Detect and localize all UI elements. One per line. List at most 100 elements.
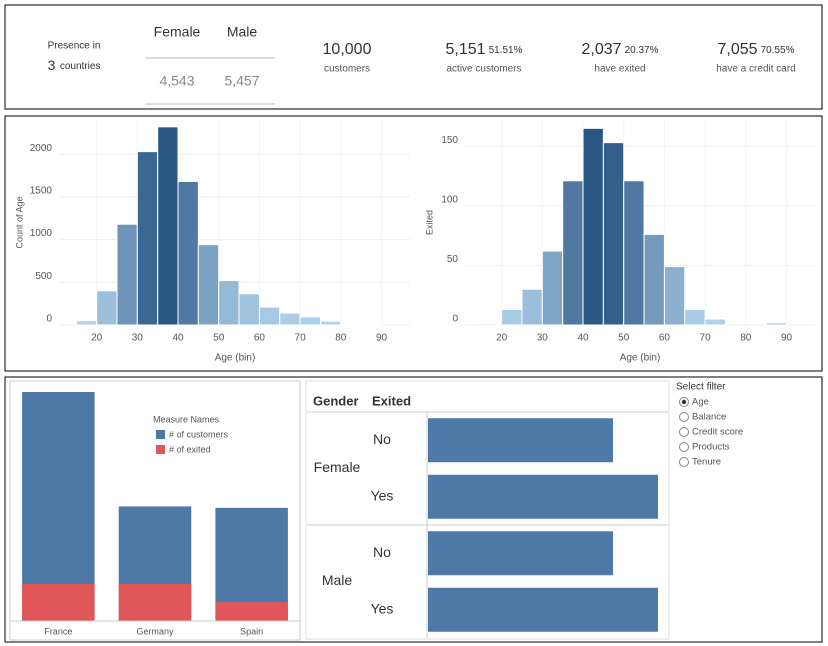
kpi-number: 5,151 xyxy=(446,41,486,58)
histogram-bar xyxy=(684,309,706,326)
histogram-bar xyxy=(602,142,625,326)
x-tick-label: 70 xyxy=(700,333,712,344)
histogram-bar xyxy=(218,280,240,326)
x-tick-label: 40 xyxy=(577,333,589,344)
histogram-bar xyxy=(116,223,138,326)
x-tick-label: 80 xyxy=(740,333,752,344)
radio-button[interactable] xyxy=(679,427,689,437)
radio-label[interactable]: Age xyxy=(692,397,709,408)
y-tick-label: 500 xyxy=(35,271,52,282)
legend-label: # of customers xyxy=(169,429,229,439)
countries-label: countries xyxy=(60,61,101,72)
group-label: Female xyxy=(314,459,361,475)
kpi-number: 7,055 xyxy=(718,41,758,58)
bar xyxy=(22,584,95,621)
bar xyxy=(428,531,613,576)
radio-button[interactable] xyxy=(679,442,689,452)
category-label: Yes xyxy=(371,487,394,503)
kpi-percent: 20.37% xyxy=(625,45,659,56)
kpi-label: active customers xyxy=(446,64,521,75)
histogram-bar xyxy=(704,318,726,326)
histogram-bar xyxy=(197,244,220,326)
histogram-bar xyxy=(340,323,362,326)
histogram-bar xyxy=(765,322,788,326)
x-tick-label: 40 xyxy=(172,333,184,344)
kpi-number: 10,000 xyxy=(323,41,372,58)
y-tick-label: 1000 xyxy=(30,228,53,239)
histogram-bar xyxy=(663,266,686,326)
y-tick-label: 0 xyxy=(452,314,458,325)
histogram-bar xyxy=(96,290,118,326)
radio-label[interactable]: Products xyxy=(692,442,730,453)
bar xyxy=(118,583,192,621)
x-tick-label: 30 xyxy=(132,333,144,344)
bar xyxy=(215,602,288,621)
x-tick-label: 80 xyxy=(335,333,347,344)
gender-column: Female xyxy=(154,24,201,40)
row-header: Gender xyxy=(313,393,359,408)
histogram-bar xyxy=(136,151,159,326)
filter-title: Select filter xyxy=(676,382,726,393)
bar xyxy=(428,587,658,632)
radio-label[interactable]: Tenure xyxy=(692,457,721,468)
x-tick-label: France xyxy=(44,626,72,636)
x-tick-label: 90 xyxy=(781,333,793,344)
x-tick-label: 90 xyxy=(376,333,388,344)
country-chart-frame xyxy=(9,380,301,641)
radio-button[interactable] xyxy=(679,457,689,467)
kpi-label: have a credit card xyxy=(716,64,796,75)
category-label: No xyxy=(373,431,391,447)
x-axis-title: Age (bin) xyxy=(620,353,661,364)
y-tick-label: 0 xyxy=(46,314,52,325)
histogram-bar xyxy=(643,233,665,326)
x-tick-label: Germany xyxy=(136,626,174,636)
category-label: No xyxy=(373,544,391,560)
legend-title: Measure Names xyxy=(153,414,220,424)
y-tick-label: 50 xyxy=(447,254,459,265)
histogram-bar xyxy=(75,320,98,326)
histogram-bar xyxy=(623,180,645,326)
y-tick-label: 150 xyxy=(441,135,458,146)
group-label: Male xyxy=(322,572,353,588)
histogram-bar xyxy=(582,127,604,326)
gender-chart-frame xyxy=(305,380,670,640)
category-label: Yes xyxy=(371,600,394,616)
bar xyxy=(22,392,95,621)
x-tick-label: 30 xyxy=(537,333,549,344)
presence-countries: 3 countries xyxy=(48,57,101,75)
histogram-bar xyxy=(157,126,179,326)
y-axis-title: Exited xyxy=(424,210,434,235)
gender-column: Male xyxy=(227,24,258,40)
kpi-value: 5,151 51.51% xyxy=(446,41,523,58)
countries-count: 3 xyxy=(48,57,56,73)
kpi-value: 7,055 70.55% xyxy=(718,41,795,58)
histogram-bar xyxy=(521,288,543,326)
histogram-bar xyxy=(319,320,342,326)
x-tick-label: Spain xyxy=(240,626,263,636)
x-axis-title: Age (bin) xyxy=(215,353,256,364)
x-tick-label: 20 xyxy=(91,333,103,344)
histogram-bar xyxy=(177,181,199,326)
column-header: Exited xyxy=(372,393,411,408)
kpi-number: 2,037 xyxy=(582,41,622,58)
legend-swatch xyxy=(156,445,165,454)
histogram-bar xyxy=(299,316,321,326)
radio-button[interactable] xyxy=(679,412,689,422)
histogram-bar xyxy=(238,293,260,326)
x-tick-label: 60 xyxy=(659,333,671,344)
x-tick-label: 20 xyxy=(496,333,508,344)
x-tick-label: 70 xyxy=(295,333,307,344)
kpi-percent: 70.55% xyxy=(761,45,795,56)
kpi-label: have exited xyxy=(594,64,645,75)
radio-label[interactable]: Balance xyxy=(692,412,726,423)
radio-label[interactable]: Credit score xyxy=(692,427,743,438)
bar xyxy=(428,474,658,519)
y-axis-title: Count of Age xyxy=(14,196,24,248)
kpi-value: 10,000 xyxy=(323,41,372,58)
y-tick-label: 2000 xyxy=(30,143,53,154)
histogram-bar xyxy=(258,306,281,326)
gender-count: 5,457 xyxy=(224,73,259,89)
presence-label: Presence in xyxy=(48,41,101,52)
